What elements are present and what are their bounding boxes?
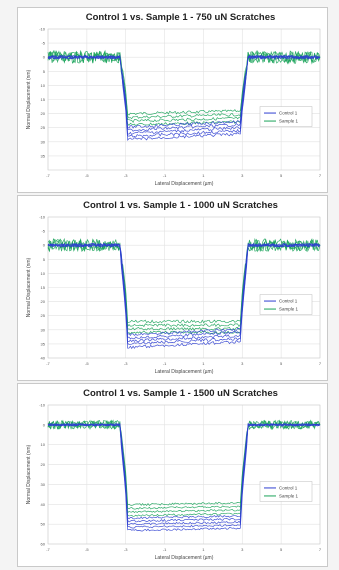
x-tick-label: -3 <box>124 173 128 178</box>
series-line-control-1 <box>47 242 321 350</box>
y-tick-label: 35 <box>41 153 46 158</box>
x-tick-label: -3 <box>124 361 128 366</box>
y-tick-label: 10 <box>41 442 46 447</box>
y-tick-label: -10 <box>39 215 46 220</box>
chart-svg: Control 1 vs. Sample 1 - 1000 uN Scratch… <box>26 200 322 375</box>
y-tick-label: 10 <box>41 83 46 88</box>
x-tick-label: -5 <box>85 547 89 552</box>
series-line-sample-1 <box>47 237 321 335</box>
x-tick-label: 7 <box>319 361 322 366</box>
x-axis-label: Lateral Displacement (µm) <box>155 369 214 375</box>
x-tick-label: 7 <box>319 547 322 552</box>
series-line-control-1 <box>47 243 321 340</box>
x-tick-label: -1 <box>163 547 167 552</box>
y-tick-label: 5 <box>43 257 46 262</box>
y-tick-label: 0 <box>43 55 46 60</box>
x-tick-label: 7 <box>319 173 322 178</box>
y-axis-label: Normal Displacement (nm) <box>26 69 32 129</box>
chart-svg: Control 1 vs. Sample 1 - 1500 uN Scratch… <box>26 388 322 561</box>
y-tick-label: 60 <box>41 542 46 547</box>
legend-label: Control 1 <box>279 299 298 304</box>
legend-label: Sample 1 <box>279 307 299 312</box>
y-tick-label: 20 <box>41 299 46 304</box>
y-tick-label: 10 <box>41 271 46 276</box>
x-tick-label: -1 <box>163 361 167 366</box>
chart-title: Control 1 vs. Sample 1 - 1500 uN Scratch… <box>83 388 278 399</box>
legend-label: Control 1 <box>279 486 298 491</box>
series-line-sample-1 <box>47 420 321 517</box>
legend-label: Sample 1 <box>279 119 299 124</box>
x-tick-label: -3 <box>124 547 128 552</box>
legend-label: Control 1 <box>279 111 298 116</box>
y-tick-label: -5 <box>41 41 45 46</box>
series-line-control-1 <box>47 423 321 529</box>
y-tick-label: -5 <box>41 229 45 234</box>
y-tick-label: 25 <box>41 313 46 318</box>
y-tick-label: 50 <box>41 522 46 527</box>
y-tick-label: 5 <box>43 69 46 74</box>
plot-area <box>47 404 321 545</box>
y-tick-label: 30 <box>41 139 46 144</box>
y-tick-label: 15 <box>41 97 46 102</box>
x-axis-label: Lateral Displacement (µm) <box>155 555 214 561</box>
x-tick-label: -5 <box>85 361 89 366</box>
y-tick-label: 20 <box>41 462 46 467</box>
y-tick-label: 15 <box>41 285 46 290</box>
x-tick-label: 5 <box>280 547 283 552</box>
x-tick-label: 3 <box>241 361 244 366</box>
y-axis-label: Normal Displacement (nm) <box>26 257 32 317</box>
x-tick-label: -7 <box>46 173 50 178</box>
y-tick-label: 25 <box>41 125 46 130</box>
x-tick-label: 1 <box>202 173 205 178</box>
y-tick-label: -10 <box>39 27 46 32</box>
legend <box>259 481 313 502</box>
x-tick-label: -7 <box>46 361 50 366</box>
y-axis-label: Normal Displacement (nm) <box>26 444 32 504</box>
y-tick-label: 30 <box>41 327 46 332</box>
x-tick-label: -1 <box>163 173 167 178</box>
series-line-sample-1 <box>47 237 321 331</box>
x-axis-label: Lateral Displacement (µm) <box>155 181 214 187</box>
x-tick-label: 5 <box>280 173 283 178</box>
series-line-control-1 <box>47 54 321 142</box>
x-tick-label: 5 <box>280 361 283 366</box>
y-tick-label: 30 <box>41 482 46 487</box>
legend-label: Sample 1 <box>279 494 299 499</box>
x-tick-label: 1 <box>202 547 205 552</box>
chart-panel-1500: Control 1 vs. Sample 1 - 1500 uN Scratch… <box>17 383 328 567</box>
y-tick-label: 20 <box>41 111 46 116</box>
plot-area <box>47 28 321 171</box>
x-tick-label: -5 <box>85 173 89 178</box>
chart-panel-750: Control 1 vs. Sample 1 - 750 uN Scratche… <box>17 7 328 193</box>
chart-svg: Control 1 vs. Sample 1 - 750 uN Scratche… <box>26 12 322 187</box>
y-tick-label: 40 <box>41 502 46 507</box>
y-tick-label: -10 <box>39 403 46 408</box>
y-tick-label: 35 <box>41 341 46 346</box>
plot-area <box>47 216 321 359</box>
y-tick-label: 40 <box>41 356 46 361</box>
x-tick-label: 1 <box>202 361 205 366</box>
series-line-control-1 <box>47 423 321 532</box>
chart-title: Control 1 vs. Sample 1 - 750 uN Scratche… <box>86 12 276 23</box>
series-line-control-1 <box>47 423 321 526</box>
chart-title: Control 1 vs. Sample 1 - 1000 uN Scratch… <box>83 200 278 211</box>
y-tick-label: 0 <box>43 243 46 248</box>
x-tick-label: 3 <box>241 173 244 178</box>
y-tick-label: 0 <box>43 422 46 427</box>
x-tick-label: -7 <box>46 547 50 552</box>
series-line-control-1 <box>47 242 321 343</box>
x-tick-label: 3 <box>241 547 244 552</box>
chart-panel-1000: Control 1 vs. Sample 1 - 1000 uN Scratch… <box>17 195 328 381</box>
